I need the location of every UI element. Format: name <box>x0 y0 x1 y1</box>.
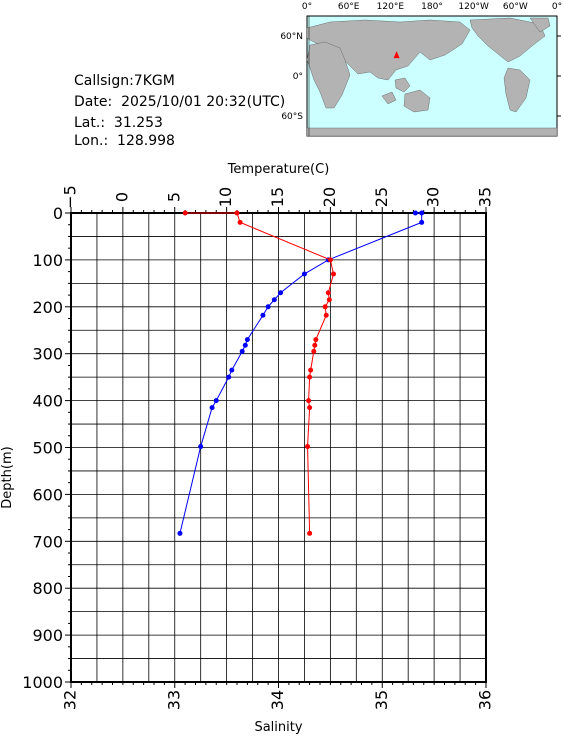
map-lon-label: 0° <box>552 2 562 12</box>
salinity-data-point <box>327 257 333 263</box>
temperature-data-point <box>260 312 266 318</box>
salinity-tick-label: 32 <box>61 690 80 710</box>
temperature-data-point <box>177 530 183 536</box>
temperature-data-point <box>198 444 204 450</box>
salinity-tick-label: 36 <box>476 690 495 710</box>
temperature-data-point <box>244 337 250 343</box>
salinity-data-point <box>323 312 329 318</box>
grid <box>71 213 486 682</box>
salinity-data-point <box>305 444 311 450</box>
depth-axis-title: Depth(m) <box>0 446 15 508</box>
depth-tick-label: 100 <box>32 251 63 270</box>
depth-tick-label: 900 <box>32 626 63 645</box>
temperature-data-point <box>229 367 235 373</box>
salinity-data-point <box>325 290 331 296</box>
temperature-tick-label: 5 <box>164 192 183 202</box>
map-lon-label: 60°W <box>503 2 528 12</box>
depth-tick-label: 500 <box>32 439 63 458</box>
salinity-axis-title: Salinity <box>254 720 302 735</box>
temperature-tick-label: 15 <box>268 187 287 207</box>
map-land <box>306 17 558 137</box>
salinity-profile-line <box>185 212 335 534</box>
salinity-data-point <box>311 348 317 354</box>
salinity-data-point <box>326 297 332 303</box>
date-text: Date: 2025/10/01 20:32(UTC) <box>74 94 286 110</box>
temperature-data-point <box>412 210 418 216</box>
callsign-text: Callsign:7KGM <box>74 73 175 89</box>
temperature-data-point <box>271 297 277 303</box>
temperature-data-point <box>209 405 215 411</box>
salinity-data-point <box>307 374 313 380</box>
depth-tick-label: 200 <box>32 298 63 317</box>
temperature-data-point <box>278 290 284 296</box>
depth-tick-label: 1000 <box>22 673 63 692</box>
map-lat-label: 0° <box>293 72 303 82</box>
salinity-data-point <box>312 342 318 348</box>
salinity-data-point <box>313 337 319 343</box>
depth-tick-label: 300 <box>32 345 63 364</box>
salinity-data-point <box>234 210 240 216</box>
salinity-data-point <box>306 398 312 404</box>
salinity-data-point <box>322 304 328 310</box>
salinity-data-point <box>237 219 243 225</box>
temperature-tick-label: 30 <box>424 187 443 207</box>
world-map: 0° 60°E 120°E 180° 120°W 60°W 0° 60°N 0° 60°S <box>280 2 562 137</box>
salinity-data-point <box>307 405 313 411</box>
temperature-axis-title: Temperature(C) <box>227 162 330 177</box>
longitude-text: Lon.: 128.998 <box>74 133 175 149</box>
temperature-data-point <box>213 398 219 404</box>
salinity-tick-label: 35 <box>372 690 391 710</box>
temperature-profile-line <box>179 212 423 534</box>
map-lon-label: 60°E <box>338 2 360 12</box>
temperature-data-point <box>301 271 307 277</box>
depth-tick-label: 700 <box>32 532 63 551</box>
temperature-data-point <box>226 374 232 380</box>
temperature-data-point <box>265 304 271 310</box>
temperature-data-point <box>239 348 245 354</box>
temperature-data-point <box>419 210 425 216</box>
map-lon-label: 180° <box>421 2 443 12</box>
temperature-tick-label: 0 <box>112 192 131 202</box>
map-lon-label: 0° <box>302 2 312 12</box>
salinity-data-point <box>307 530 313 536</box>
temperature-tick-label: −5 <box>61 185 80 209</box>
map-lat-label: 60°N <box>280 32 303 42</box>
temperature-tick-label: 35 <box>476 187 495 207</box>
salinity-tick-label: 34 <box>268 690 287 710</box>
depth-tick-label: 600 <box>32 485 63 504</box>
map-lon-label: 120°E <box>377 2 405 12</box>
temperature-tick-label: 25 <box>372 187 391 207</box>
station-marker <box>393 51 400 59</box>
depth-tick-label: 400 <box>32 392 63 411</box>
temperature-tick-label: 10 <box>216 187 235 207</box>
latitude-text: Lat.: 31.253 <box>74 115 163 131</box>
salinity-tick-label: 33 <box>164 690 183 710</box>
map-lat-label: 60°S <box>281 112 303 122</box>
salinity-data-point <box>330 271 336 277</box>
salinity-data-point <box>308 367 314 373</box>
depth-tick-label: 800 <box>32 579 63 598</box>
temperature-data-point <box>242 342 248 348</box>
salinity-data-point <box>182 210 188 216</box>
map-lon-label: 120°W <box>458 2 489 12</box>
temperature-tick-label: 20 <box>320 187 339 207</box>
temperature-data-point <box>419 219 425 225</box>
depth-tick-label: 0 <box>53 204 63 223</box>
